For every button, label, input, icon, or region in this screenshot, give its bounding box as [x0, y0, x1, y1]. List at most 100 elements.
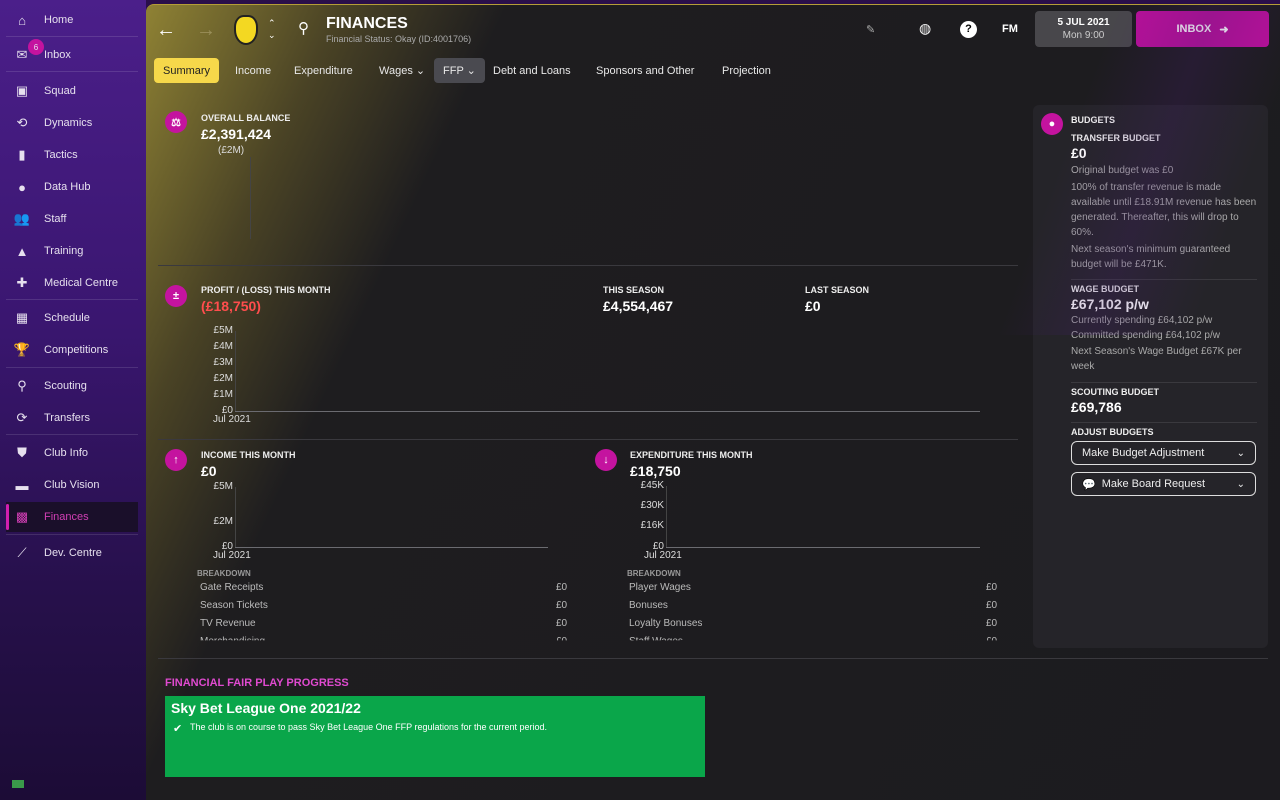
sidebar-item-label: Training	[44, 245, 84, 257]
expenditure-value: £18,750	[630, 463, 681, 479]
board-request-dropdown[interactable]: 💬 Make Board Request ⌄	[1071, 472, 1256, 496]
tab-ffp[interactable]: FFP ⌄	[434, 58, 485, 83]
sidebar-item-label: Scouting	[44, 380, 87, 392]
sidebar-item-training[interactable]: ▲ Training	[6, 236, 138, 266]
budget-adjustment-dropdown[interactable]: Make Budget Adjustment ⌄	[1071, 441, 1256, 465]
fm-menu-button[interactable]: FM	[1002, 23, 1018, 35]
sidebar-item-schedule[interactable]: ▦ Schedule	[6, 303, 138, 333]
breakdown-row-name: Season Tickets	[200, 600, 268, 611]
chevron-down-icon: ⌄	[1236, 447, 1245, 459]
x-tick-label: Jul 2021	[213, 414, 251, 425]
balance-icon: ⚖	[165, 111, 187, 133]
profit-icon: ±	[165, 285, 187, 307]
tab-expenditure[interactable]: Expenditure	[294, 64, 353, 77]
income-up-icon: ↑	[165, 449, 187, 471]
back-icon[interactable]: ←	[156, 19, 176, 41]
sidebar-item-label: Schedule	[44, 312, 90, 324]
x-axis	[235, 547, 548, 548]
search-icon[interactable]: ⚲	[298, 20, 309, 37]
sidebar-item-label: Dynamics	[44, 117, 93, 129]
balance-value: £2,391,424	[201, 126, 272, 142]
inbox-icon: ✉ 6	[12, 39, 44, 63]
sidebar-divider	[6, 534, 138, 535]
wage-budget-value: £67,102 p/w	[1071, 296, 1149, 312]
chevron-down-icon: ⌄	[1236, 478, 1245, 490]
tab-summary[interactable]: Summary	[154, 58, 220, 83]
sidebar-item-finances[interactable]: ▩ Finances	[6, 502, 138, 532]
sidebar-item-tactics[interactable]: ▮ Tactics	[6, 140, 138, 170]
breakdown-row-value: £0	[556, 582, 568, 593]
y-tick-label: £0	[221, 541, 233, 552]
inbox-button[interactable]: INBOX ➜	[1136, 11, 1269, 47]
sidebar-item-transfers[interactable]: ⟳ Transfers	[6, 403, 138, 433]
sidebar-item-inbox[interactable]: ✉ 6 Inbox	[6, 39, 138, 70]
sidebar-item-label: Staff	[44, 213, 67, 225]
sidebar-item-label: Squad	[44, 85, 76, 97]
sidebar-item-scouting[interactable]: ⚲ Scouting	[6, 371, 138, 401]
financial-status: Financial Status: Okay (ID:4001706)	[326, 34, 472, 44]
inbox-badge: 6	[28, 39, 44, 55]
sidebar-item-label: Dev. Centre	[44, 547, 102, 559]
tab-debt-and-loans[interactable]: Debt and Loans	[493, 64, 571, 77]
income-breakdown-label: BREAKDOWN	[197, 569, 251, 578]
y-tick-label: £45K	[640, 480, 664, 491]
sidebar-item-competitions[interactable]: 🏆 Competitions	[6, 335, 138, 365]
sidebar-item-club-vision[interactable]: ▬ Club Vision	[6, 470, 138, 500]
sidebar-item-label: Data Hub	[44, 181, 91, 193]
divider	[158, 439, 1018, 440]
x-axis	[666, 547, 980, 548]
balance-chart-line	[250, 157, 251, 239]
sidebar-item-dev-centre[interactable]: ⟋ Dev. Centre	[6, 538, 138, 568]
club-switch-icon[interactable]: ⌃ ⌄	[268, 18, 276, 40]
divider	[1071, 382, 1257, 383]
income-value: £0	[201, 463, 217, 479]
sidebar-item-home[interactable]: ⌂ Home	[6, 5, 138, 35]
sidebar-item-label: Club Vision	[44, 479, 100, 491]
sidebar-item-squad[interactable]: ▣ Squad	[6, 76, 138, 106]
sidebar-item-staff[interactable]: 👥 Staff	[6, 204, 138, 234]
edit-icon[interactable]: ✎	[866, 24, 876, 36]
help-icon[interactable]: ?	[960, 21, 977, 38]
sidebar-divider	[6, 36, 138, 37]
dynamics-icon: ⟲	[16, 115, 28, 130]
profit-value: (£18,750)	[201, 298, 261, 314]
income-label: INCOME THIS MONTH	[201, 450, 296, 460]
check-icon: ✔	[173, 723, 183, 735]
y-tick-label: £5M	[213, 481, 233, 492]
sidebar-item-data-hub[interactable]: ● Data Hub	[6, 172, 138, 202]
tab-income[interactable]: Income	[235, 64, 272, 77]
divider	[1071, 422, 1257, 423]
globe-icon[interactable]: ◍	[919, 20, 932, 36]
transfer-note: 100% of transfer revenue is made availab…	[1071, 182, 1257, 238]
breakdown-row-name: Player Wages	[629, 582, 691, 593]
sidebar-divider	[6, 434, 138, 435]
sidebar-divider	[6, 299, 138, 300]
sidebar-divider	[6, 367, 138, 368]
forward-icon[interactable]: →	[196, 19, 216, 41]
y-tick-label: £0	[221, 405, 233, 416]
time: Mon 9:00	[1062, 30, 1105, 41]
this-season-label: THIS SEASON	[603, 285, 665, 295]
scouting-budget-value: £69,786	[1071, 399, 1122, 415]
sidebar-item-dynamics[interactable]: ⟲ Dynamics	[6, 108, 138, 138]
sidebar-item-label: Tactics	[44, 149, 78, 161]
shield-icon: ⛊	[17, 445, 27, 460]
tab-projection[interactable]: Projection	[722, 64, 771, 77]
profit-label: PROFIT / (LOSS) THIS MONTH	[201, 285, 331, 295]
club-badge-icon[interactable]	[234, 15, 258, 45]
y-axis	[235, 487, 236, 547]
y-tick-label: £2M	[213, 373, 233, 384]
date-display[interactable]: 5 JUL 2021 Mon 9:00	[1035, 11, 1132, 47]
this-season-value: £4,554,467	[603, 298, 674, 314]
breakdown-row-value: £0	[556, 636, 568, 647]
tab-wages[interactable]: Wages ⌄	[379, 65, 426, 77]
board-request-label: Make Board Request	[1101, 478, 1206, 490]
breakdown-row-name: Loyalty Bonuses	[629, 618, 703, 629]
sidebar-item-club-info[interactable]: ⛊ Club Info	[6, 438, 138, 468]
divider	[1071, 279, 1257, 280]
breakdown-row-name: Merchandising	[200, 636, 266, 647]
breakdown-row-name: Gate Receipts	[200, 582, 264, 593]
balance-label: OVERALL BALANCE	[201, 113, 291, 123]
sidebar-item-medical-centre[interactable]: ✚ Medical Centre	[6, 268, 138, 298]
tab-sponsors-and-other[interactable]: Sponsors and Other	[596, 64, 695, 77]
